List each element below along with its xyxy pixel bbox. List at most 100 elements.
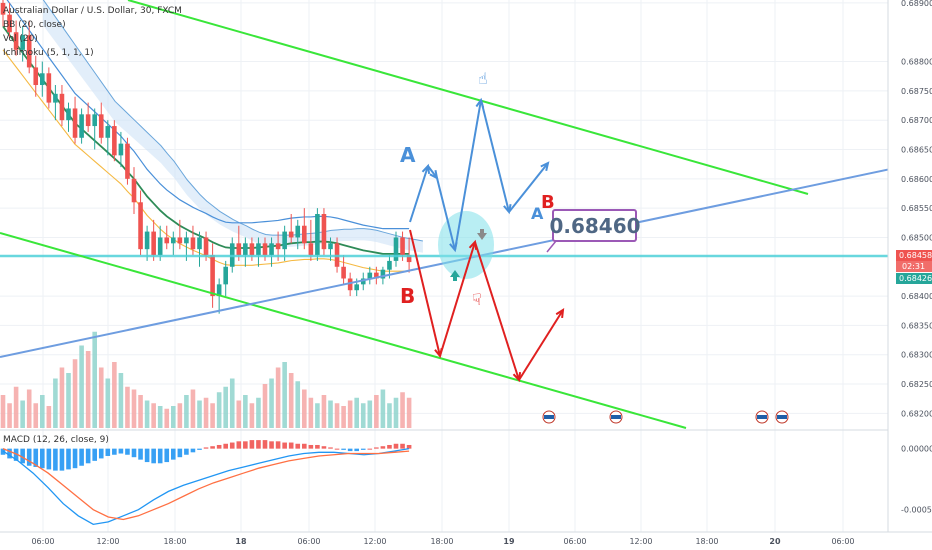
candle-body [275, 243, 281, 250]
volume-bar [59, 367, 65, 428]
event-flag-band [611, 415, 621, 419]
macd-histogram-bar [144, 448, 150, 463]
candle-body [0, 2, 6, 15]
macd-histogram-bar [112, 448, 117, 455]
candle-body [354, 284, 359, 291]
candle-body [249, 243, 255, 256]
candle-body [269, 243, 274, 256]
x-tick-label: 12:00 [629, 537, 652, 546]
x-tick-label: 20 [769, 537, 781, 546]
macd-histogram-bar [171, 448, 176, 460]
secondary-price-tag [896, 273, 932, 284]
candle-body [66, 108, 71, 121]
macd-histogram-bar [210, 446, 215, 449]
countdown-tag [896, 261, 932, 272]
volume-bar [177, 403, 183, 428]
x-tick-label: 18:00 [163, 537, 186, 546]
candle-body [328, 243, 333, 250]
volume-bar [53, 378, 58, 428]
macd-histogram-bar [223, 443, 228, 449]
volume-bar [406, 397, 412, 428]
volume-bar [367, 400, 373, 428]
candle-body [177, 237, 183, 244]
x-tick-label: 06:00 [297, 537, 320, 546]
candle-body [157, 237, 163, 256]
y-tick-label: 0.68750 [901, 87, 932, 96]
x-tick-label: 06:00 [31, 537, 54, 546]
candle-body [13, 32, 19, 50]
hand-down-icon: ☟ [472, 290, 482, 309]
volume-bar [118, 373, 124, 428]
volume-bar [72, 359, 78, 428]
macd-histogram-bar [216, 444, 222, 449]
indicator-bb[interactable]: BB (20, close) [3, 20, 66, 30]
candle-body [295, 225, 301, 238]
macd-histogram-bar [13, 448, 19, 461]
y-tick-label: 0.68700 [901, 116, 932, 125]
candle-body [347, 278, 353, 291]
candle-body [360, 278, 366, 285]
volume-bar [275, 367, 281, 428]
macd-histogram-bar [387, 444, 392, 449]
macd-line [2, 448, 410, 526]
countdown-text: 02:31 [902, 262, 925, 271]
blue-wave-down-2 [480, 99, 510, 213]
candle-body [40, 73, 45, 86]
candle-body [112, 126, 117, 156]
candle-body [197, 237, 202, 250]
volume-bar [223, 386, 228, 428]
candle-body [302, 225, 307, 244]
y-tick-label: 0.68500 [901, 233, 932, 242]
blue-wave-up [454, 99, 482, 251]
candle-body [59, 93, 65, 121]
volume-bar [269, 378, 274, 428]
volume-bar [0, 395, 6, 428]
indicator-vol[interactable]: Vol (20) [3, 34, 38, 44]
volume-bar [164, 408, 170, 428]
volume-bar [203, 397, 209, 428]
candle-body [46, 73, 52, 103]
volume-bar [190, 389, 196, 428]
macd-histogram-bar [295, 443, 301, 449]
wave-a-label: A [400, 143, 416, 167]
y-tick-label: 0.68550 [901, 204, 932, 213]
volume-bar [20, 400, 25, 428]
candle-body [72, 108, 78, 138]
candle-body [98, 114, 104, 138]
candle-body [321, 214, 327, 250]
macd-histogram-bar [243, 441, 248, 449]
y-tick-label: 0.68200 [901, 409, 932, 418]
candle-body [131, 178, 137, 203]
macd-histogram-bar [197, 448, 202, 450]
macd-histogram-bar [334, 448, 340, 450]
y-tick-label: 0.68900 [901, 0, 932, 8]
candle-body [210, 255, 215, 297]
macd-histogram-bar [177, 448, 183, 458]
macd-histogram-bar [367, 448, 373, 450]
candle-body [7, 14, 12, 33]
last-price-text: 0.68458 [899, 251, 932, 260]
macd-histogram-bar [151, 448, 156, 464]
price-callout-text: 0.68460 [549, 214, 640, 238]
candle-body [190, 237, 196, 250]
y-tick-label: 0.68300 [901, 351, 932, 360]
candle-body [138, 202, 143, 250]
volume-bar [236, 400, 242, 428]
macd-histogram-bar [157, 448, 163, 464]
candle-body [203, 237, 209, 256]
macd-histogram-bar [20, 448, 25, 464]
symbol-title[interactable]: Australian Dollar / U.S. Dollar, 30, FXC… [3, 6, 182, 16]
blue-wave-a-arrowhead [421, 163, 431, 175]
macd-histogram-bar [347, 448, 353, 452]
candle-body [308, 243, 314, 256]
volume-bar [13, 386, 19, 428]
volume-bar [400, 392, 405, 428]
macd-pane: MACD (12, 26, close, 9) [0, 429, 932, 526]
candle-body [151, 231, 156, 256]
macd-histogram-bar [131, 448, 137, 458]
candle-body [216, 284, 222, 297]
indicator-ichimoku[interactable]: Ichimoku (5, 1, 1, 1) [3, 48, 94, 58]
volume-bar [171, 406, 176, 428]
